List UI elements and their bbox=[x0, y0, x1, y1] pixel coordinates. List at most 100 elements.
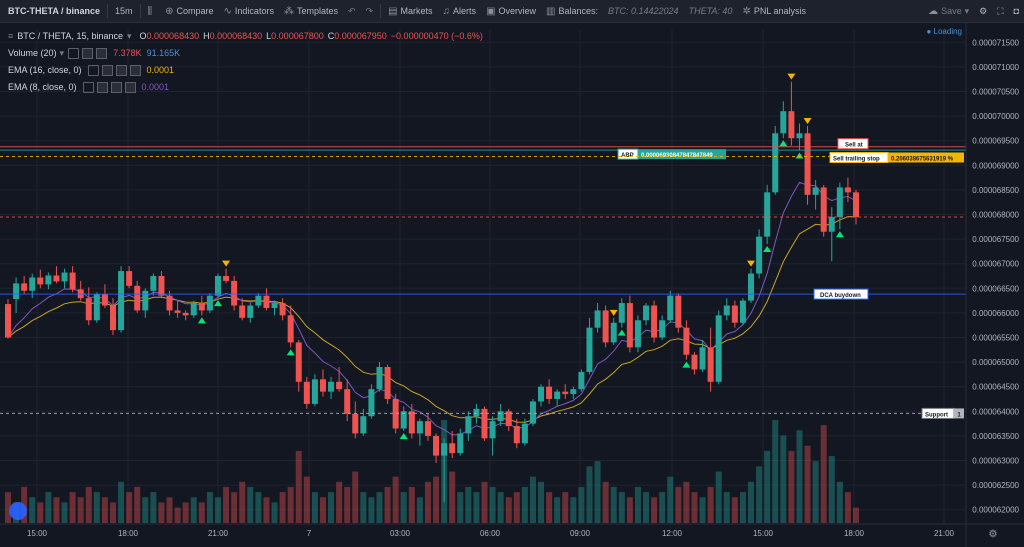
volume-bar bbox=[279, 492, 286, 523]
volume-bar bbox=[295, 450, 302, 523]
overview-label: Overview bbox=[498, 6, 537, 16]
settings-button[interactable]: ⚙ bbox=[974, 0, 992, 22]
volume-bar bbox=[764, 450, 771, 523]
volume-bar bbox=[618, 492, 625, 523]
candle-body bbox=[295, 342, 302, 382]
candle-body bbox=[118, 271, 125, 331]
candle-body bbox=[780, 111, 787, 134]
volume-bar bbox=[45, 492, 52, 523]
candle-body bbox=[109, 305, 116, 331]
candle-body bbox=[392, 399, 399, 429]
candle-body bbox=[21, 283, 28, 291]
candle-style-button[interactable]: ⫼ bbox=[143, 0, 161, 22]
candle-body bbox=[836, 187, 843, 217]
candle-body bbox=[69, 272, 76, 290]
interval-button[interactable]: 15m bbox=[115, 6, 133, 16]
compare-button[interactable]: ⊕ Compare bbox=[160, 0, 218, 22]
alerts-button[interactable]: ♫ Alerts bbox=[438, 0, 482, 22]
indicators-label: Indicators bbox=[234, 6, 274, 16]
trailing-value-box bbox=[888, 152, 964, 163]
volume-bar bbox=[166, 497, 173, 523]
pnl-button[interactable]: ✲ PNL analysis bbox=[737, 0, 811, 22]
volume-bar bbox=[578, 486, 585, 523]
volume-bar bbox=[255, 492, 262, 523]
close-icon[interactable] bbox=[110, 82, 122, 93]
close-label: C0.000067950 bbox=[328, 28, 387, 45]
volume-bar bbox=[796, 430, 803, 523]
time-tick-label: 15:00 bbox=[27, 529, 48, 538]
compare-label: Compare bbox=[176, 6, 214, 16]
top-toolbar: BTC-THETA / binance 15m ⫼ ⊕ Compare ∿ Indi… bbox=[0, 0, 1024, 23]
volume-bar bbox=[134, 486, 141, 523]
volume-bar bbox=[457, 492, 464, 523]
settings-icon[interactable] bbox=[96, 82, 108, 93]
templates-button[interactable]: ⁂ Templates bbox=[279, 0, 343, 22]
price-tick-label: 0.000069000 bbox=[972, 161, 1019, 170]
symbol-search[interactable]: BTC-THETA / binance bbox=[8, 6, 100, 16]
volume-bar bbox=[150, 492, 157, 523]
candle-body bbox=[400, 411, 407, 429]
volume-bar bbox=[182, 502, 189, 523]
templates-label: Templates bbox=[296, 6, 338, 16]
chart-legend: ≡ BTC / THETA, 15, binance ▾ O0.00006843… bbox=[8, 28, 483, 96]
candle-body bbox=[788, 111, 795, 139]
candle-body bbox=[182, 312, 189, 316]
price-chart[interactable]: 0.000069378Sell at0.000069308ABP0.000069… bbox=[0, 23, 1024, 547]
overview-button[interactable]: ▣ Overview bbox=[481, 0, 541, 22]
abp-value-box bbox=[638, 149, 726, 160]
volume-bar bbox=[473, 492, 480, 523]
candle-body bbox=[764, 192, 771, 237]
chevron-down-icon: ▾ bbox=[126, 31, 132, 41]
loading-indicator: ● Loading bbox=[926, 27, 962, 36]
volume-bar bbox=[699, 497, 706, 523]
candle-body bbox=[723, 305, 730, 316]
settings-icon[interactable] bbox=[101, 65, 113, 76]
candle-body bbox=[643, 305, 650, 321]
time-tick-label: 09:00 bbox=[570, 529, 591, 538]
candle-body bbox=[206, 295, 213, 311]
sell-marker-icon bbox=[747, 260, 756, 267]
indicators-button[interactable]: ∿ Indicators bbox=[219, 0, 279, 22]
price-tick-label: 0.000063500 bbox=[972, 432, 1019, 441]
more-icon[interactable] bbox=[129, 65, 141, 76]
screenshot-button[interactable]: ◘ bbox=[1009, 0, 1024, 22]
close-icon[interactable] bbox=[96, 48, 108, 59]
save-button[interactable]: ☁ Save ▾ bbox=[923, 0, 974, 22]
volume-bar bbox=[707, 486, 714, 523]
candle-body bbox=[239, 305, 246, 318]
settings-icon[interactable] bbox=[82, 48, 94, 59]
candle-body bbox=[481, 408, 488, 439]
candle-body bbox=[223, 276, 230, 281]
markets-icon: ▤ bbox=[388, 5, 398, 17]
candle-body bbox=[368, 389, 375, 417]
volume-bar bbox=[384, 486, 391, 523]
volume-bar bbox=[634, 486, 641, 523]
volume-bar bbox=[586, 466, 593, 523]
candle-body bbox=[626, 303, 633, 348]
markets-button[interactable]: ▤ Markets bbox=[383, 0, 437, 22]
price-axis-bg bbox=[966, 23, 1024, 547]
redo-button[interactable]: ↷ bbox=[361, 0, 379, 22]
price-tick-label: 0.000071500 bbox=[972, 38, 1019, 47]
volume-bar bbox=[667, 476, 674, 523]
cloud-icon: ☁ bbox=[928, 5, 939, 17]
save-label: Save bbox=[941, 6, 962, 16]
balances-button[interactable]: ▥ Balances: bbox=[541, 0, 603, 22]
eye-icon[interactable] bbox=[68, 48, 80, 59]
candle-body bbox=[166, 295, 173, 311]
sell-marker-icon bbox=[803, 117, 812, 124]
more-icon[interactable] bbox=[124, 82, 136, 93]
undo-button[interactable]: ↶ bbox=[343, 0, 361, 22]
close-icon[interactable] bbox=[115, 65, 127, 76]
volume-bar bbox=[489, 486, 496, 523]
volume-bar bbox=[400, 492, 407, 523]
eye-icon[interactable] bbox=[82, 82, 94, 93]
candle-body bbox=[602, 310, 609, 343]
candle-body bbox=[667, 295, 674, 321]
candle-body bbox=[263, 295, 270, 308]
templates-icon: ⁂ bbox=[283, 5, 294, 17]
eye-icon[interactable] bbox=[87, 65, 99, 76]
volume-bar bbox=[247, 486, 254, 523]
h-label: H bbox=[203, 31, 210, 41]
fullscreen-button[interactable]: ⛶ bbox=[992, 0, 1008, 22]
